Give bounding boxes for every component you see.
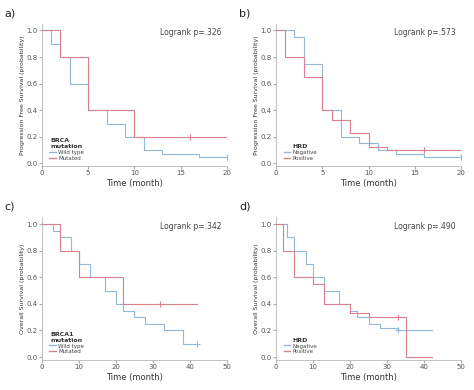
Y-axis label: Progression Free Survival (probability): Progression Free Survival (probability): [20, 35, 25, 155]
Text: Logrank p=.490: Logrank p=.490: [394, 222, 456, 230]
Legend: Negative, Positive: Negative, Positive: [283, 337, 319, 356]
Text: Logrank p=.326: Logrank p=.326: [160, 28, 221, 37]
Legend: Wild type, Mutated: Wild type, Mutated: [48, 137, 85, 162]
Text: Logrank p=.342: Logrank p=.342: [160, 222, 221, 230]
X-axis label: Time (month): Time (month): [340, 373, 397, 382]
Legend: Negative, Positive: Negative, Positive: [283, 143, 319, 162]
Legend: Wild type, Mutated: Wild type, Mutated: [48, 331, 85, 356]
Text: d): d): [239, 202, 250, 212]
Y-axis label: Progression Free Survival (probability): Progression Free Survival (probability): [254, 35, 259, 155]
Text: a): a): [5, 8, 16, 18]
Y-axis label: Overall Survival (probability): Overall Survival (probability): [254, 243, 259, 334]
Text: b): b): [239, 8, 250, 18]
X-axis label: Time (month): Time (month): [340, 179, 397, 188]
Y-axis label: Overall Survival (probability): Overall Survival (probability): [20, 243, 25, 334]
X-axis label: Time (month): Time (month): [106, 373, 163, 382]
Text: Logrank p=.573: Logrank p=.573: [394, 28, 456, 37]
X-axis label: Time (month): Time (month): [106, 179, 163, 188]
Text: c): c): [5, 202, 15, 212]
